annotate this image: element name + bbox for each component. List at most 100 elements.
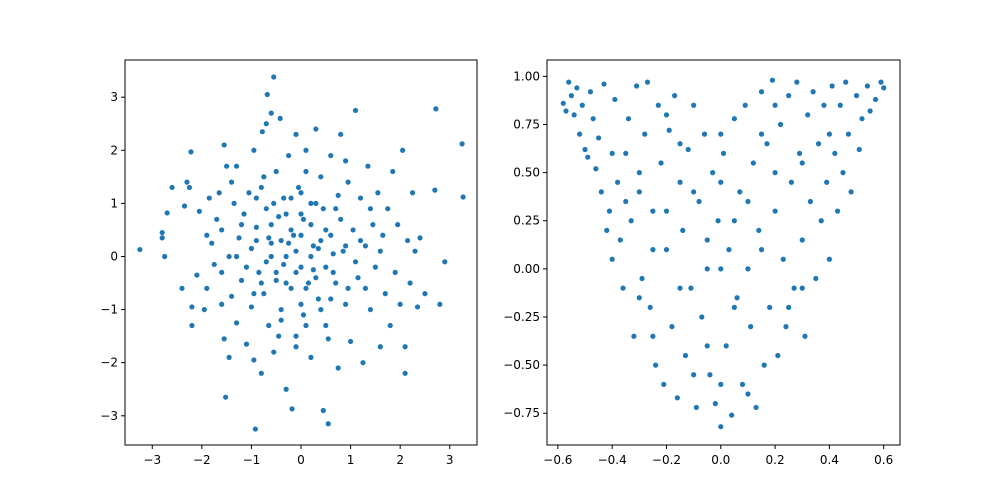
x-tick-right-2: −0.2 [652,445,681,467]
x-tick-label-left-4: 1 [347,453,355,467]
x-tick-right-3: 0.0 [711,445,730,467]
scatter-point-right-0-50 [696,198,702,205]
scatter-point-right-0-83 [786,93,792,99]
scatter-point-right-0-101 [834,208,841,214]
scatter-point-right-0-141 [786,304,792,310]
scatter-point-right-0-45 [682,352,689,359]
scatter-points-left [137,74,466,432]
x-axis-left: −3 −2 −1 0 1 2 3 [143,445,454,467]
scatter-point-right-0-53 [704,266,710,272]
scatter-point-left-0-172 [303,168,309,175]
scatter-point-left-0-131 [442,259,448,265]
scatter-point-left-0-19 [209,240,215,246]
scatter-point-right-0-44 [680,227,686,233]
scatter-point-left-0-35 [236,235,242,241]
scatter-point-left-0-104 [365,163,371,169]
scatter-point-left-0-18 [206,195,212,201]
scatter-point-left-0-105 [367,306,374,313]
scatter-point-left-0-25 [221,142,227,148]
scatter-point-left-0-142 [283,280,289,286]
scatter-point-left-0-132 [459,141,465,147]
scatter-point-left-0-187 [228,179,235,185]
scatter-point-left-0-23 [219,269,225,276]
scatter-point-right-0-117 [691,189,697,195]
scatter-point-left-0-96 [345,179,351,185]
scatter-point-left-0-41 [248,304,255,310]
x-tick-right-1: −0.4 [598,445,627,467]
scatter-point-left-0-45 [253,224,259,230]
scatter-point-left-0-167 [271,200,277,206]
scatter-point-left-0-156 [278,317,284,323]
scatter-point-right-0-39 [666,127,672,133]
scatter-point-left-0-11 [189,322,195,329]
scatter-point-left-0-81 [310,243,316,249]
scatter-point-left-0-103 [362,243,369,249]
x-tick-label-right-1: −0.4 [598,453,627,467]
x-tick-label-left-0: −3 [143,453,161,467]
y-tick-left-6: 3 [110,90,125,104]
scatter-point-right-0-133 [663,112,670,118]
scatter-point-left-0-182 [325,336,331,342]
x-tick-label-left-6: 3 [446,453,454,467]
scatter-point-right-0-73 [758,89,765,95]
scatter-point-right-0-112 [872,96,879,103]
scatter-point-right-0-135 [718,131,724,137]
scatter-point-right-0-136 [704,237,710,243]
scatter-point-left-0-50 [261,291,267,297]
x-tick-label-left-5: 2 [396,453,404,467]
scatter-point-right-0-27 [634,83,640,89]
scatter-point-left-0-9 [186,184,193,191]
scatter-point-right-0-32 [647,304,653,310]
scatter-point-right-0-111 [867,108,873,114]
scatter-point-right-0-29 [639,275,645,282]
scatter-point-right-0-113 [878,79,884,85]
scatter-point-right-0-81 [780,256,786,262]
y-tick-label-left-4: 1 [110,196,118,210]
scatter-point-right-0-11 [590,116,596,122]
scatter-point-right-0-123 [731,304,737,310]
scatter-point-left-0-59 [273,168,279,175]
scatter-point-left-0-97 [347,338,354,345]
scatter-point-left-0-49 [259,129,265,135]
scatter-point-left-0-61 [276,214,282,220]
scatter-point-left-0-92 [335,365,341,371]
y-tick-label-left-1: −2 [100,356,118,370]
y-tick-label-left-5: 2 [110,143,118,157]
x-tick-left-0: −3 [143,445,161,467]
scatter-point-left-0-53 [264,91,270,98]
scatter-point-right-0-71 [753,404,759,411]
x-tick-left-4: 1 [347,445,355,467]
scatter-point-left-0-63 [278,306,284,313]
scatter-point-left-0-111 [382,291,388,297]
scatter-point-left-0-83 [315,296,321,302]
scatter-point-left-0-192 [343,158,349,164]
scatter-point-right-0-97 [824,179,830,185]
scatter-point-left-0-7 [181,203,188,209]
scatter-point-right-0-76 [767,304,773,310]
scatter-point-right-0-62 [729,412,735,418]
x-tick-label-left-3: 0 [297,453,305,467]
x-tick-label-right-5: 0.4 [820,453,839,467]
scatter-point-right-0-106 [848,189,854,195]
scatter-point-left-0-91 [333,206,339,212]
scatter-point-left-0-29 [226,354,232,360]
scatter-point-right-0-80 [777,121,784,128]
scatter-point-right-0-138 [677,141,683,147]
scatter-plot-left: −3 −2 −1 0 1 2 3 −3 −2 −1 0 1 2 3 [100,59,478,467]
scatter-point-left-0-84 [318,174,324,180]
scatter-point-right-0-3 [568,93,575,99]
scatter-point-left-0-119 [402,344,408,350]
scatter-point-left-0-173 [293,344,299,350]
scatter-point-right-0-46 [685,146,691,153]
x-tick-label-left-1: −2 [193,453,211,467]
scatter-point-left-0-149 [253,237,259,244]
y-tick-left-1: −2 [100,356,125,370]
scatter-point-right-0-103 [840,170,846,176]
scatter-point-left-0-74 [298,264,304,270]
scatter-point-left-0-77 [303,147,309,153]
scatter-point-left-0-184 [362,285,369,291]
scatter-point-left-0-28 [224,163,230,169]
scatter-point-right-0-114 [881,85,887,91]
scatter-point-left-0-127 [422,291,428,297]
scatter-point-left-0-39 [246,190,252,196]
